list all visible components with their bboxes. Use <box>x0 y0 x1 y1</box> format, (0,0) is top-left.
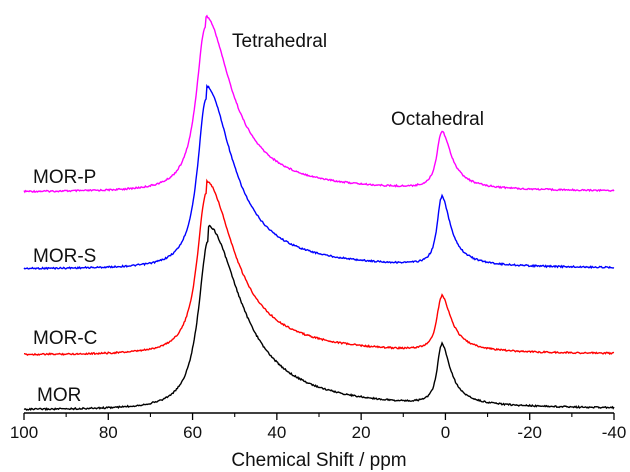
annotation-tetrahedral: Tetrahedral <box>232 31 327 52</box>
x-tick-label: 40 <box>267 423 286 442</box>
series-line-mor-c <box>23 178 615 357</box>
series-line-mor <box>23 224 615 412</box>
plot-area: MOR-P MOR-S MOR-C MOR Tetrahedral Octahedral <box>23 14 615 412</box>
x-axis: 100 80 60 40 20 0 -20 -40 <box>10 412 627 442</box>
series-line-mor-s <box>23 83 615 271</box>
series-label-mor-p: MOR-P <box>33 167 96 188</box>
x-tick-label: -20 <box>517 423 542 442</box>
annotation-octahedral: Octahedral <box>391 109 484 130</box>
x-axis-label: Chemical Shift / ppm <box>231 450 406 471</box>
x-tick-label: 80 <box>99 423 118 442</box>
series-line-mor-p <box>23 14 615 194</box>
x-tick-label: 100 <box>10 423 38 442</box>
series-label-mor-c: MOR-C <box>33 328 97 349</box>
x-tick-label: 0 <box>441 423 450 442</box>
series-label-mor: MOR <box>37 385 81 406</box>
x-tick-label: 60 <box>183 423 202 442</box>
x-tick-label: 20 <box>352 423 371 442</box>
x-tick-label: -40 <box>602 423 627 442</box>
series-label-mor-s: MOR-S <box>33 246 96 267</box>
